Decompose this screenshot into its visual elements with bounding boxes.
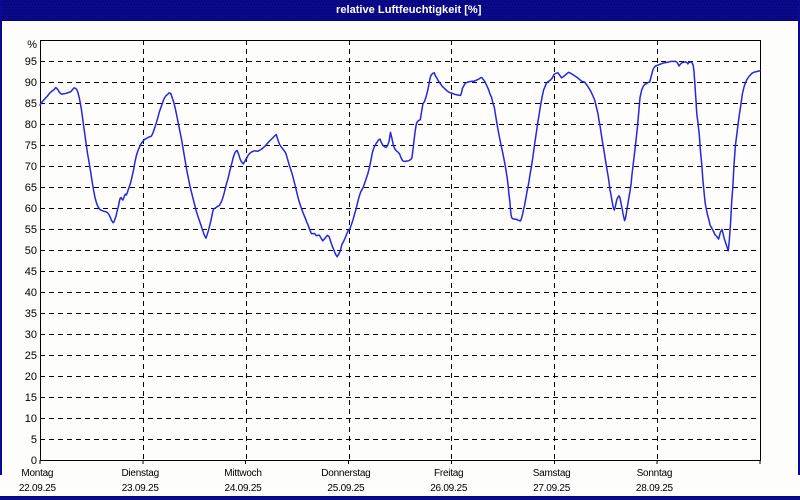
svg-text:Mittwoch: Mittwoch [224,468,261,479]
svg-text:30: 30 [25,329,37,341]
svg-text:%: % [27,39,37,51]
svg-text:Sonntag: Sonntag [637,468,673,479]
svg-text:65: 65 [25,182,37,194]
svg-text:95: 95 [25,56,37,68]
svg-text:20: 20 [25,371,37,383]
svg-text:80: 80 [25,119,37,131]
svg-text:85: 85 [25,98,37,110]
svg-text:55: 55 [25,224,37,236]
svg-text:Samstag: Samstag [533,468,571,479]
svg-text:90: 90 [25,77,37,89]
svg-text:50: 50 [25,245,37,257]
svg-text:70: 70 [25,161,37,173]
svg-text:27.09.25: 27.09.25 [533,483,571,494]
svg-text:26.09.25: 26.09.25 [430,483,468,494]
svg-text:25: 25 [25,350,37,362]
svg-text:40: 40 [25,287,37,299]
svg-text:Montag: Montag [21,468,53,479]
svg-text:Donnerstag: Donnerstag [321,468,370,479]
svg-text:35: 35 [25,308,37,320]
svg-text:0: 0 [31,455,37,467]
svg-text:25.09.25: 25.09.25 [327,483,365,494]
svg-text:60: 60 [25,203,37,215]
svg-text:75: 75 [25,140,37,152]
svg-text:10: 10 [25,413,37,425]
svg-text:45: 45 [25,266,37,278]
svg-text:28.09.25: 28.09.25 [636,483,674,494]
svg-text:22.09.25: 22.09.25 [19,483,57,494]
svg-text:15: 15 [25,392,37,404]
svg-text:24.09.25: 24.09.25 [225,483,263,494]
svg-text:5: 5 [31,434,37,446]
svg-text:23.09.25: 23.09.25 [122,483,160,494]
svg-text:Dienstag: Dienstag [121,468,158,479]
svg-text:Freitag: Freitag [434,468,463,479]
